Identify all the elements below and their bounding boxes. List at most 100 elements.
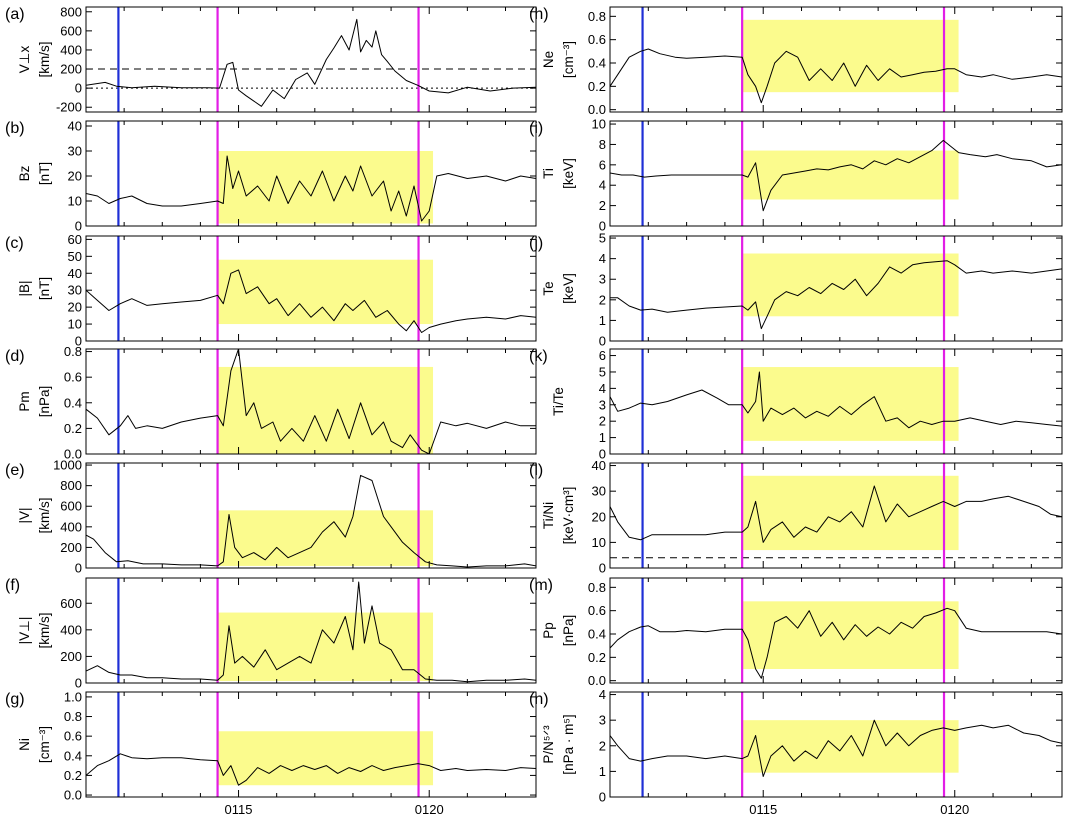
y-axis-label: [km/s] <box>37 498 52 534</box>
highlight-region <box>217 259 434 325</box>
series-line-0 <box>610 260 1062 330</box>
y-tick-label: 20 <box>592 509 606 524</box>
y-tick-label: 0 <box>599 334 606 349</box>
plot-frame <box>85 462 537 569</box>
y-tick-label: 0 <box>599 447 606 462</box>
y-axis-label: Te <box>541 281 556 295</box>
y-tick-label: -200 <box>56 100 82 115</box>
panel-label: (k) <box>529 348 548 365</box>
y-tick-label: 400 <box>60 622 82 637</box>
y-tick-label: 8 <box>599 137 606 152</box>
plot-frame <box>609 462 1063 569</box>
highlight-region <box>217 731 434 786</box>
y-tick-label: 0 <box>599 219 606 234</box>
y-tick-label: 5 <box>599 364 606 379</box>
y-tick-label: 0.6 <box>64 370 82 385</box>
y-tick-label: 800 <box>60 478 82 493</box>
panel-b: 0 10 20 30 40 (b) Bz [nT] <box>5 119 537 234</box>
y-tick-label: 2 <box>599 738 606 753</box>
y-tick-label: 800 <box>60 4 82 19</box>
y-tick-label: 2 <box>599 198 606 213</box>
y-tick-label: 10 <box>592 535 606 550</box>
y-axis-label: [km/s] <box>37 613 52 649</box>
panel-n: 0 1 2 3 4 0115 0120 (n) P/N⁵ᐟ³ [nPa · m⁵] <box>529 687 1063 817</box>
y-tick-label: 600 <box>60 499 82 514</box>
y-tick-label: 0.4 <box>588 56 606 71</box>
plot-frame <box>609 235 1063 342</box>
series-line-0 <box>86 349 536 454</box>
highlight-region <box>217 612 434 682</box>
y-tick-label: 10 <box>592 117 606 132</box>
y-tick-label: 40 <box>68 266 82 281</box>
panel-d: 0.0 0.2 0.4 0.6 0.8 (d) Pm [nPa] <box>5 344 537 462</box>
y-axis-label: Ni <box>17 738 32 751</box>
y-tick-label: 10 <box>68 194 82 209</box>
y-tick-label: 3 <box>599 713 606 728</box>
series-line-0 <box>86 474 536 568</box>
y-tick-label: 6 <box>599 348 606 363</box>
y-axis-label: P/N⁵ᐟ³ <box>541 725 556 764</box>
y-tick-label: 600 <box>60 596 82 611</box>
y-tick-label: 2 <box>599 414 606 429</box>
panel-label: (b) <box>5 120 25 137</box>
panel-label: (f) <box>5 577 20 594</box>
series-line-0 <box>86 18 536 107</box>
x-tick-label: 0115 <box>749 802 777 817</box>
plot-frame <box>85 691 537 798</box>
panel-label: (i) <box>529 120 543 137</box>
panel-label: (a) <box>5 6 25 23</box>
y-tick-label: 0 <box>75 334 82 349</box>
y-tick-label: 1 <box>599 764 606 779</box>
y-tick-label: 2 <box>599 292 606 307</box>
y-tick-label: 4 <box>599 687 606 702</box>
y-axis-label: [nPa] <box>37 386 52 418</box>
highlight-region <box>742 150 959 200</box>
y-axis-label: [keV·cm³] <box>561 487 576 545</box>
y-axis-label: [cm⁻³] <box>37 726 52 763</box>
y-tick-label: 200 <box>60 62 82 77</box>
y-tick-label: 10 <box>68 317 82 332</box>
y-tick-label: 0.2 <box>588 79 606 94</box>
y-axis-label: Pp <box>541 622 556 639</box>
panel-c: 0 10 20 30 40 50 60 (c) |B| [nT] <box>5 232 537 349</box>
y-tick-label: 0.8 <box>588 9 606 24</box>
y-axis-label: Bz <box>17 165 32 181</box>
panel-a: -200 0 200 400 600 800 (a) V⊥x [km/s] <box>5 4 537 115</box>
y-tick-label: 0.4 <box>64 748 82 763</box>
y-tick-label: 400 <box>60 519 82 534</box>
y-tick-label: 1 <box>599 313 606 328</box>
series-line-0 <box>86 155 536 222</box>
plot-frame <box>609 577 1063 684</box>
y-tick-label: 3 <box>599 272 606 287</box>
y-tick-label: 50 <box>68 249 82 264</box>
highlight-region <box>217 510 434 566</box>
y-tick-label: 60 <box>68 232 82 247</box>
y-tick-label: 0.2 <box>588 650 606 665</box>
panel-k: 0 12 34 56 (k) Ti/Te <box>529 348 1063 462</box>
y-tick-label: 400 <box>60 42 82 57</box>
series-line-0 <box>86 581 536 683</box>
y-tick-label: 1000 <box>53 458 82 473</box>
y-axis-label: [nPa] <box>561 615 576 647</box>
y-axis-label: [km/s] <box>37 42 52 78</box>
y-axis-label: Ti/Te <box>551 387 566 416</box>
y-tick-label: 30 <box>592 484 606 499</box>
y-tick-label: 600 <box>60 23 82 38</box>
x-tick-label: 0120 <box>940 802 969 817</box>
y-tick-label: 0.0 <box>64 447 82 462</box>
y-tick-label: 0.0 <box>588 102 606 117</box>
y-axis-label: [nPa · m⁵] <box>561 714 576 774</box>
y-tick-label: 1.0 <box>64 689 82 704</box>
y-axis-label: Ti/Ni <box>541 502 556 529</box>
y-tick-label: 0.8 <box>64 709 82 724</box>
series-line-0 <box>610 719 1062 777</box>
panel-l: 0 10 20 30 40 (l) Ti/Ni [keV·cm³] <box>529 458 1063 576</box>
x-tick-label: 0120 <box>415 802 444 817</box>
plot-frame <box>85 120 537 227</box>
panel-label: (n) <box>529 691 549 708</box>
plot-frame <box>609 691 1063 798</box>
y-tick-label: 0 <box>599 790 606 805</box>
panel-label: (d) <box>5 348 25 365</box>
y-tick-label: 20 <box>68 169 82 184</box>
series-line-0 <box>610 607 1062 679</box>
